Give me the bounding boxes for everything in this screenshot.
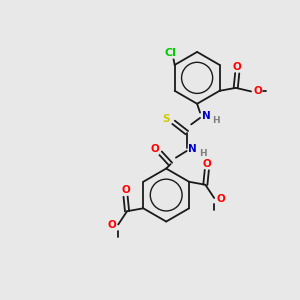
Text: O: O bbox=[121, 185, 130, 195]
Text: O: O bbox=[150, 144, 159, 154]
Text: N: N bbox=[188, 144, 197, 154]
Text: H: H bbox=[212, 116, 220, 125]
Text: S: S bbox=[162, 114, 170, 124]
Text: O: O bbox=[202, 158, 211, 169]
Text: O: O bbox=[107, 220, 116, 230]
Text: Cl: Cl bbox=[165, 48, 177, 58]
Text: H: H bbox=[199, 149, 207, 158]
Text: N: N bbox=[202, 111, 211, 122]
Text: O: O bbox=[233, 62, 242, 72]
Text: O: O bbox=[216, 194, 225, 204]
Text: O: O bbox=[253, 86, 262, 96]
